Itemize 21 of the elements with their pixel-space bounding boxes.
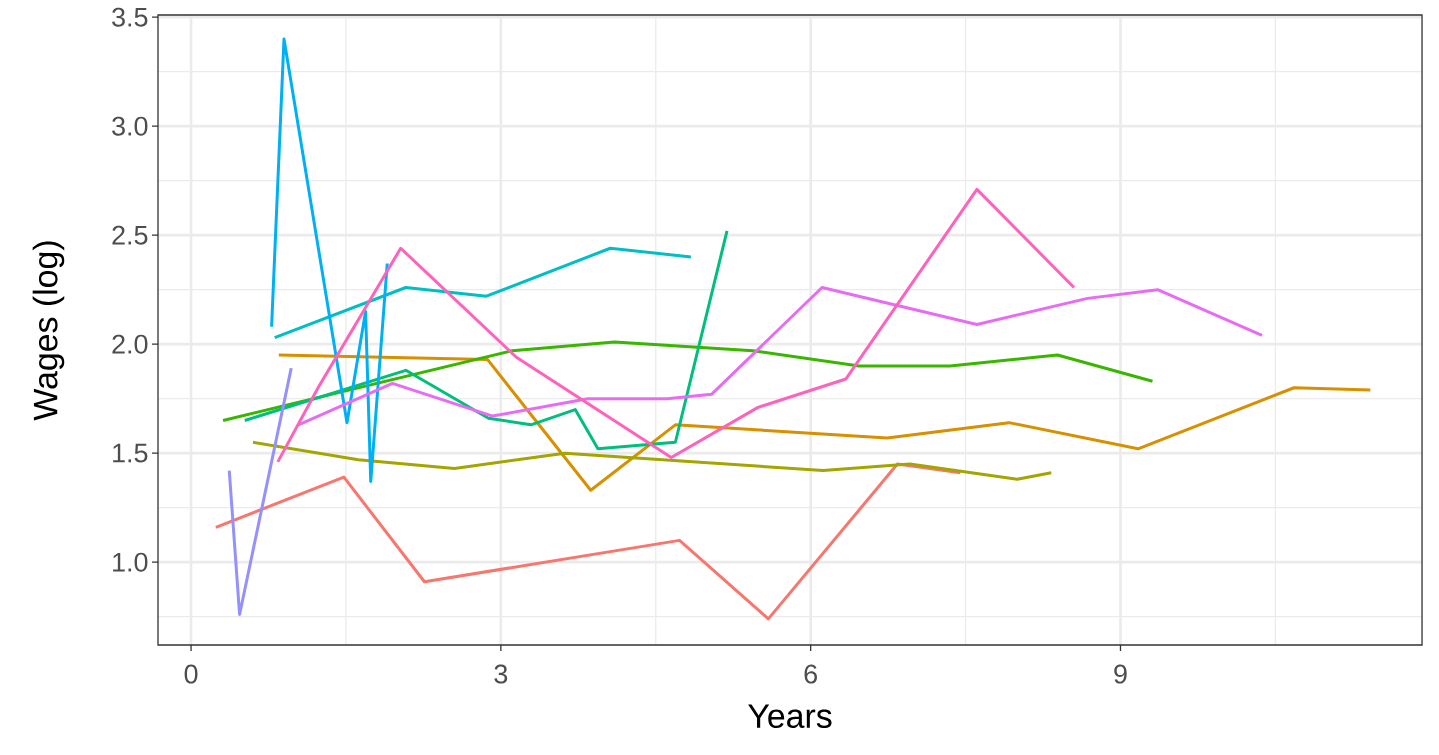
line-series (214, 462, 962, 621)
y-tick-label: 1.5 (113, 443, 148, 463)
line-series (276, 187, 1076, 464)
line-series (243, 229, 729, 451)
line-series (251, 440, 1053, 481)
y-tick-label: 1.0 (113, 552, 148, 572)
line-series (221, 340, 1154, 422)
x-tick-label: 0 (184, 664, 198, 684)
x-tick-label: 3 (494, 664, 508, 684)
line-series (296, 285, 1264, 427)
y-axis-title: Wages (log) (32, 241, 65, 421)
line-series (270, 37, 389, 483)
line-series (273, 246, 693, 340)
x-tick-label: 9 (1114, 664, 1127, 684)
y-tick-label: 2.5 (112, 225, 148, 245)
y-tick-label: 3.5 (112, 7, 148, 27)
y-tick-label: 3.0 (112, 116, 148, 136)
x-axis-title: Years (748, 704, 832, 729)
y-tick-label: 2.0 (112, 334, 148, 354)
x-tick-label: 6 (804, 664, 817, 684)
line-series (277, 353, 1372, 492)
